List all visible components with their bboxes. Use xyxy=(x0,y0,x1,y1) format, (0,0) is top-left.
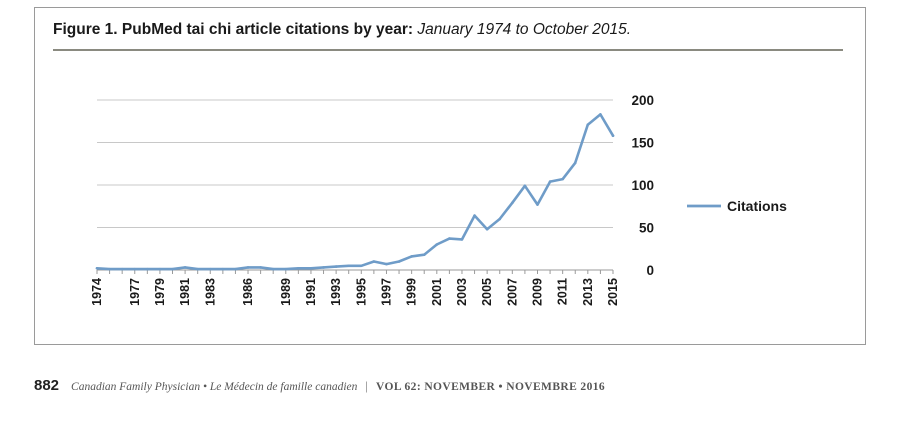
data-point xyxy=(120,267,124,271)
x-tick-label: 1991 xyxy=(304,278,318,306)
data-point xyxy=(397,260,401,263)
x-tick-label: 1981 xyxy=(178,278,192,306)
journal-name: Canadian Family Physician • Le Médecin d… xyxy=(71,381,358,393)
page-footer: 882 Canadian Family Physician • Le Médec… xyxy=(34,377,605,395)
x-tick-label: 2009 xyxy=(530,278,544,306)
data-point xyxy=(334,265,338,268)
data-point xyxy=(108,267,111,271)
x-tick-label: 1997 xyxy=(379,278,393,306)
x-tick-label: 1986 xyxy=(241,278,255,306)
data-point xyxy=(548,180,552,183)
data-point xyxy=(322,266,325,269)
data-point xyxy=(599,113,602,116)
x-tick-label: 2005 xyxy=(480,278,494,306)
x-tick-label: 2011 xyxy=(556,278,570,305)
footer-separator: | xyxy=(365,378,368,393)
x-tick-label: 1983 xyxy=(203,278,217,306)
data-point xyxy=(196,267,199,271)
data-point xyxy=(561,177,564,181)
x-tick-label: 2015 xyxy=(606,278,620,306)
data-point xyxy=(573,161,577,165)
y-tick-label: 100 xyxy=(631,178,654,193)
y-tick-label: 200 xyxy=(631,93,654,108)
figure-subtitle: January 1974 to October 2015. xyxy=(417,21,632,38)
x-tick-label: 2013 xyxy=(581,278,595,306)
x-tick-label: 2007 xyxy=(505,278,519,306)
data-point xyxy=(536,203,539,206)
figure-label: Figure 1. xyxy=(53,21,118,38)
page-number: 882 xyxy=(34,377,60,394)
data-point xyxy=(133,267,137,271)
data-point xyxy=(422,253,426,256)
data-point xyxy=(485,227,489,231)
data-point xyxy=(511,201,514,205)
x-tick-label: 2003 xyxy=(455,278,469,306)
data-point xyxy=(410,255,413,258)
data-point xyxy=(208,267,212,271)
data-point xyxy=(234,267,237,271)
data-point xyxy=(171,267,174,271)
data-point xyxy=(611,134,615,137)
figure-title: Figure 1. PubMed tai chi article citatio… xyxy=(53,21,631,39)
y-tick-label: 0 xyxy=(646,263,654,278)
data-point xyxy=(183,266,187,269)
volume-info: VOL 62: NOVEMBER • NOVEMBRE 2016 xyxy=(376,381,606,393)
data-point xyxy=(372,260,376,263)
legend-label-citations: Citations xyxy=(727,198,787,214)
data-point xyxy=(586,123,590,126)
figure-frame: Figure 1. PubMed tai chi article citatio… xyxy=(34,7,866,345)
data-point xyxy=(523,184,527,188)
line-chart: 0 50 100 150 200 1974 1977 1979 1981 1983 1986 1989… xyxy=(90,93,787,306)
x-tick-label: 2001 xyxy=(430,278,444,306)
x-tick-label: 1993 xyxy=(329,278,343,306)
data-point xyxy=(146,267,149,271)
data-point xyxy=(473,214,476,217)
data-point xyxy=(460,238,464,241)
x-tick-label: 1999 xyxy=(405,278,419,306)
figure-title-text: PubMed tai chi article citations by year… xyxy=(121,21,414,38)
data-point xyxy=(221,267,225,271)
x-tick-label: 1977 xyxy=(128,278,142,306)
data-point xyxy=(347,264,351,268)
data-point xyxy=(448,237,451,240)
data-point xyxy=(95,267,99,270)
data-point xyxy=(284,267,288,271)
x-tick-label: 1995 xyxy=(354,278,368,306)
data-point xyxy=(498,217,502,221)
x-tick-label: 1974 xyxy=(90,278,104,306)
x-tick-label: 1979 xyxy=(153,278,167,306)
data-point xyxy=(385,262,388,266)
data-point xyxy=(297,267,300,270)
data-point xyxy=(259,266,262,269)
data-point xyxy=(435,243,439,246)
x-tick-label: 1989 xyxy=(279,278,293,306)
data-point xyxy=(158,267,162,271)
data-point xyxy=(359,264,363,268)
data-point xyxy=(271,267,275,271)
y-tick-label: 50 xyxy=(639,221,654,236)
title-divider xyxy=(53,49,843,51)
data-point xyxy=(309,267,313,270)
data-point xyxy=(246,266,250,269)
y-tick-label: 150 xyxy=(631,136,654,151)
series-line-citations xyxy=(95,113,615,271)
